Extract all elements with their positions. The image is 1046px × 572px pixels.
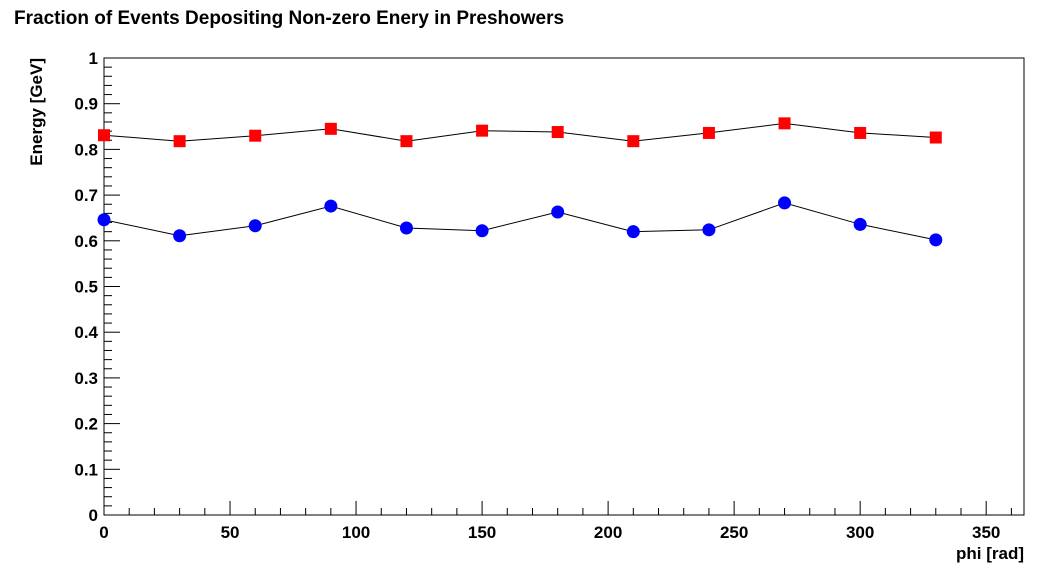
y-tick-label: 0.3 [74,369,98,388]
y-tick-label: 0.7 [74,186,98,205]
y-axis-title: Energy [GeV] [27,58,46,166]
data-point-circle [626,225,640,239]
data-point-circle [248,219,262,233]
series-markers [97,117,943,247]
series-line-1 [103,122,936,142]
x-tick-labels: 0 50 100 150 200 250 300 350 [99,523,1000,542]
data-point-circle [929,233,943,247]
x-tick-label: 200 [594,523,622,542]
x-tick-label: 100 [342,523,370,542]
data-point-circle [324,199,338,213]
data-point-square [324,122,337,135]
data-point-square [627,135,640,148]
y-tick-label: 0.1 [74,460,98,479]
x-tick-label: 300 [846,523,874,542]
data-point-circle [702,223,716,237]
x-tick-label: 50 [221,523,240,542]
data-point-square [476,124,489,137]
chart-title: Fraction of Events Depositing Non-zero E… [14,8,564,29]
x-tick-label: 350 [972,523,1000,542]
data-point-circle [853,217,867,231]
data-point-square [929,131,942,144]
y-tick-label: 1 [89,49,98,68]
data-point-circle [551,205,565,219]
x-axis-ticks [103,501,1012,515]
x-axis-title: phi [rad] [956,544,1024,563]
plot-frame [103,57,1025,516]
y-tick-label: 0.4 [74,323,98,342]
data-point-square [778,117,791,130]
data-point-square [400,135,413,148]
data-point-square [98,129,110,142]
series-lines [103,122,936,241]
y-tick-label: 0.6 [74,232,98,251]
y-tick-label: 0.2 [74,415,98,434]
y-axis-ticks [104,57,120,516]
series-line-2 [103,202,936,241]
data-point-circle [399,221,413,235]
y-tick-label: 0.8 [74,140,98,159]
data-point-square [551,126,564,139]
data-point-square [702,126,715,139]
data-point-circle [97,213,111,227]
data-point-circle [173,229,187,243]
x-tick-label: 150 [468,523,496,542]
data-point-circle [778,196,792,210]
y-tick-label: 0.5 [74,278,98,297]
y-tick-label: 0 [89,506,98,525]
x-tick-label: 0 [99,523,108,542]
x-tick-label: 250 [720,523,748,542]
data-point-square [854,126,867,139]
data-point-circle [475,224,489,238]
y-tick-labels: 0 0.1 0.2 0.3 0.4 0.5 0.6 0.7 0.8 0.9 1 [74,49,98,525]
data-point-square [173,135,186,148]
data-point-square [249,129,262,142]
y-tick-label: 0.9 [74,95,98,114]
